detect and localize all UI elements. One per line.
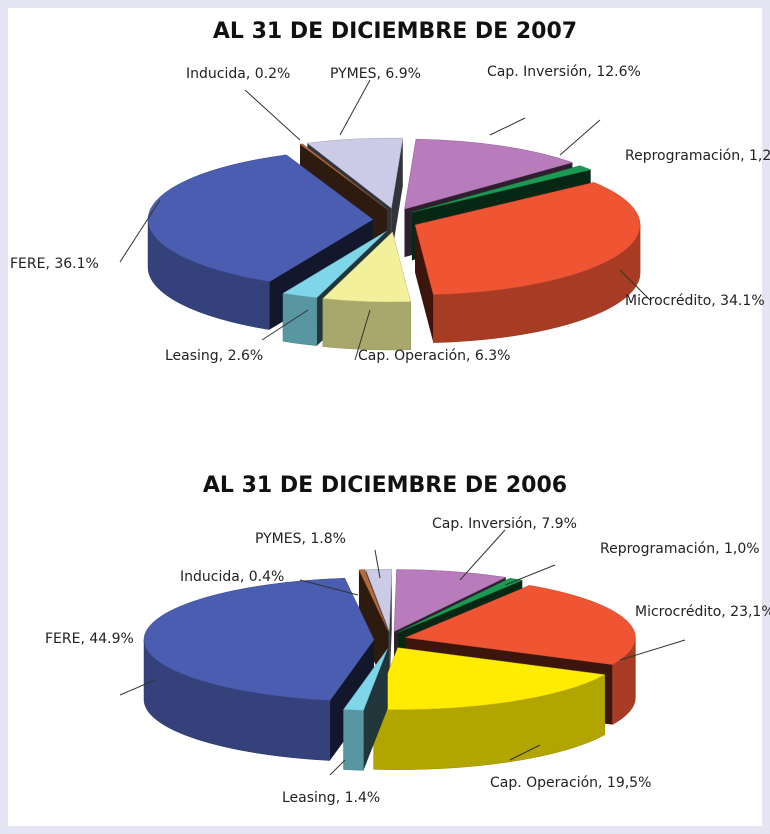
slice-label: Microcrédito, 23,1% <box>635 604 770 620</box>
slice-label: Leasing, 2.6% <box>165 348 263 364</box>
slice-top <box>147 154 374 282</box>
slice-label: Reprogramación, 1,0% <box>600 541 760 557</box>
slice-top <box>393 569 507 632</box>
slice-cut-face <box>415 224 434 343</box>
slice-side <box>322 298 411 351</box>
slice-side <box>282 293 318 347</box>
leader-line <box>354 309 371 361</box>
slice-side <box>343 709 364 771</box>
leader-line <box>329 759 346 776</box>
leader-line <box>339 79 371 136</box>
leader-line <box>559 119 601 156</box>
slice-top <box>404 585 636 665</box>
slice-label: PYMES, 1.8% <box>255 531 346 547</box>
slice-top <box>398 577 524 633</box>
slice-top <box>343 648 388 711</box>
leader-line <box>504 564 556 586</box>
leader-line <box>489 117 526 136</box>
slice-top <box>404 138 574 210</box>
slice <box>322 231 411 351</box>
slice-label: PYMES, 6.9% <box>330 66 421 82</box>
chart-title: AL 31 DE DICIEMBRE DE 2007 <box>213 19 577 44</box>
slice-label: Leasing, 1.4% <box>282 790 380 806</box>
slice-label: Microcrédito, 34.1% <box>625 293 765 309</box>
slice-label: Reprogramación, 1,2% <box>625 148 770 164</box>
slice-label: Cap. Inversión, 12.6% <box>487 64 641 80</box>
slice <box>143 577 375 761</box>
slice <box>147 154 374 330</box>
slice-top <box>373 647 606 710</box>
slice <box>414 182 641 343</box>
slice-top <box>414 182 641 295</box>
slice-label: Inducida, 0.4% <box>180 569 284 585</box>
slice-top <box>358 569 389 632</box>
slice <box>343 648 388 771</box>
leader-line <box>299 579 359 596</box>
slice-top <box>322 231 411 303</box>
slice <box>373 647 606 770</box>
slice-cut-face <box>389 569 392 692</box>
slice-label: Cap. Inversión, 7.9% <box>432 516 577 532</box>
chart-title: AL 31 DE DICIEMBRE DE 2006 <box>203 473 567 498</box>
leader-line <box>619 639 686 661</box>
leader-line <box>261 309 309 341</box>
slice-top <box>306 137 404 209</box>
leader-line <box>119 679 156 696</box>
slice-label: Cap. Operación, 6.3% <box>358 348 511 364</box>
leader-line <box>509 744 541 761</box>
leader-line <box>459 529 506 581</box>
slice-top <box>299 143 387 210</box>
slice-cut-face <box>391 138 403 257</box>
leader-line <box>119 199 161 263</box>
leader-line <box>619 269 651 301</box>
slice-top <box>143 577 375 701</box>
leader-line <box>244 89 301 141</box>
slice-label: Cap. Operación, 19,5% <box>490 775 651 791</box>
slice-top <box>282 230 387 298</box>
leader-line <box>374 549 381 579</box>
slice-top <box>411 165 592 213</box>
slice-label: FERE, 36.1% <box>10 256 99 272</box>
slice-label: FERE, 44.9% <box>45 631 134 647</box>
slice-label: Inducida, 0.2% <box>186 66 290 82</box>
